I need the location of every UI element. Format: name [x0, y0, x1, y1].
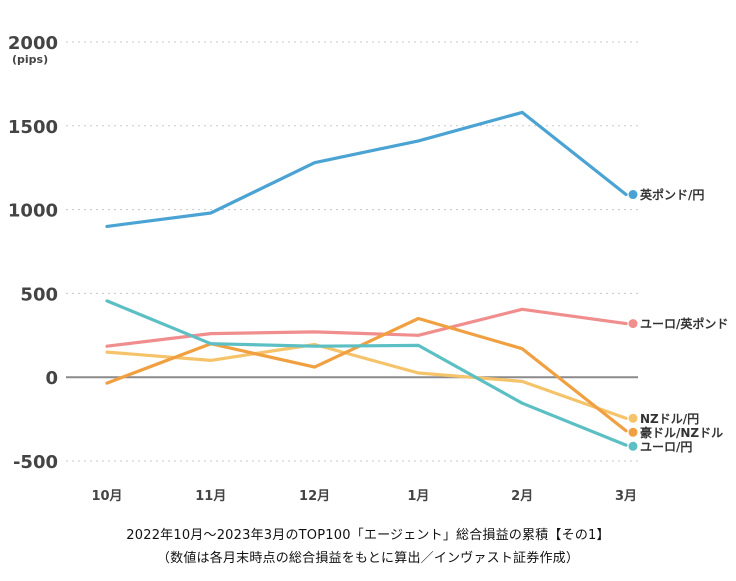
grid-lines: [66, 41, 638, 462]
x-tick-label: 2月: [511, 489, 533, 504]
x-tick-label: 11月: [195, 489, 226, 504]
y-unit-label: (pips): [12, 53, 48, 66]
y-tick-label: 1500: [8, 117, 58, 138]
line-chart: 2000 1500 1000 500 0 -500 (pips) 10月 11月 12月 1月 2月…: [8, 33, 729, 504]
series-marker: [628, 441, 638, 451]
series-label: 英ポンド/円: [640, 187, 704, 202]
x-tick-label: 1月: [407, 489, 429, 504]
series-marker: [628, 190, 638, 200]
series-line: [105, 316, 628, 433]
x-tick-label: 3月: [615, 489, 637, 504]
y-axis: 2000 1500 1000 500 0 -500 (pips): [8, 33, 58, 473]
series-label: ユーロ/円: [640, 440, 692, 454]
caption-note: （数値は各月末時点の総合損益をもとに算出／インヴァスト証券作成）: [156, 551, 580, 566]
x-tick-label: 10月: [91, 489, 122, 504]
y-tick-label: -500: [13, 452, 58, 473]
caption-title: 2022年10月～2023年3月のTOP100「エージェント」総合損益の累積【そ…: [126, 528, 610, 543]
series-group: [105, 110, 628, 447]
x-axis: 10月 11月 12月 1月 2月 3月: [91, 489, 637, 504]
series-line: [105, 110, 628, 228]
series-line: [105, 299, 628, 447]
series-marker: [628, 427, 638, 437]
series-marker: [628, 319, 638, 329]
series-line: [105, 307, 628, 348]
series-line: [105, 342, 628, 420]
y-tick-label: 1000: [8, 201, 58, 222]
series-label: NZドル/円: [640, 412, 699, 426]
series-marker: [628, 413, 638, 423]
series-label: 豪ドル/NZドル: [640, 425, 723, 440]
x-tick-label: 12月: [299, 489, 330, 504]
series-label: ユーロ/英ポンド: [640, 316, 728, 331]
y-tick-label: 2000: [8, 33, 58, 54]
y-tick-label: 500: [20, 284, 58, 305]
y-tick-label: 0: [45, 368, 58, 389]
